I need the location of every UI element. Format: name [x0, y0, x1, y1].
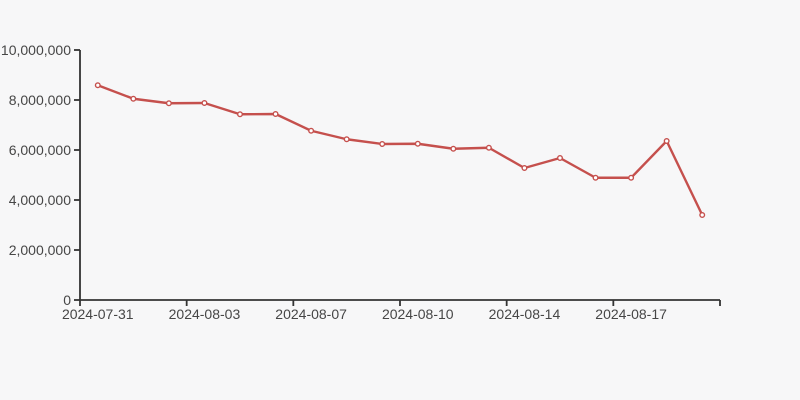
series-point-marker	[450, 145, 457, 152]
series-point-marker	[308, 127, 315, 134]
series-point-marker	[521, 164, 528, 171]
series-point-marker	[628, 174, 635, 181]
series-point-marker	[94, 82, 101, 89]
y-axis-tick-label: 2,000,000	[9, 242, 71, 258]
series-point-marker	[485, 144, 492, 151]
series-point-marker	[272, 110, 279, 117]
series-point-marker	[592, 174, 599, 181]
y-axis-tick-label: 4,000,000	[9, 192, 71, 208]
x-axis-tick-label: 2024-08-07	[275, 306, 347, 322]
x-axis-tick-label: 2024-08-03	[169, 306, 241, 322]
y-axis-tick-label: 6,000,000	[9, 142, 71, 158]
series-line	[96, 84, 704, 217]
series-point-marker	[130, 95, 137, 102]
x-axis-tick-label: 2024-08-17	[595, 306, 667, 322]
x-axis-tick-label: 2024-08-10	[382, 306, 454, 322]
series-point-marker	[663, 137, 670, 144]
y-axis-tick-label: 0	[63, 292, 71, 308]
series-point-marker	[236, 111, 243, 118]
y-axis-tick-label: 10,000,000	[1, 42, 71, 58]
series-point-marker	[379, 140, 386, 147]
series-point-marker	[557, 154, 564, 161]
x-axis-tick-label: 2024-07-31	[62, 306, 134, 322]
x-axis-tick-label: 2024-08-14	[489, 306, 561, 322]
series-point-marker	[414, 140, 421, 147]
series-point-marker	[165, 100, 172, 107]
series-point-marker	[201, 99, 208, 106]
series-point-marker	[699, 211, 706, 218]
y-axis-tick-label: 8,000,000	[9, 92, 71, 108]
series-point-marker	[343, 136, 350, 143]
